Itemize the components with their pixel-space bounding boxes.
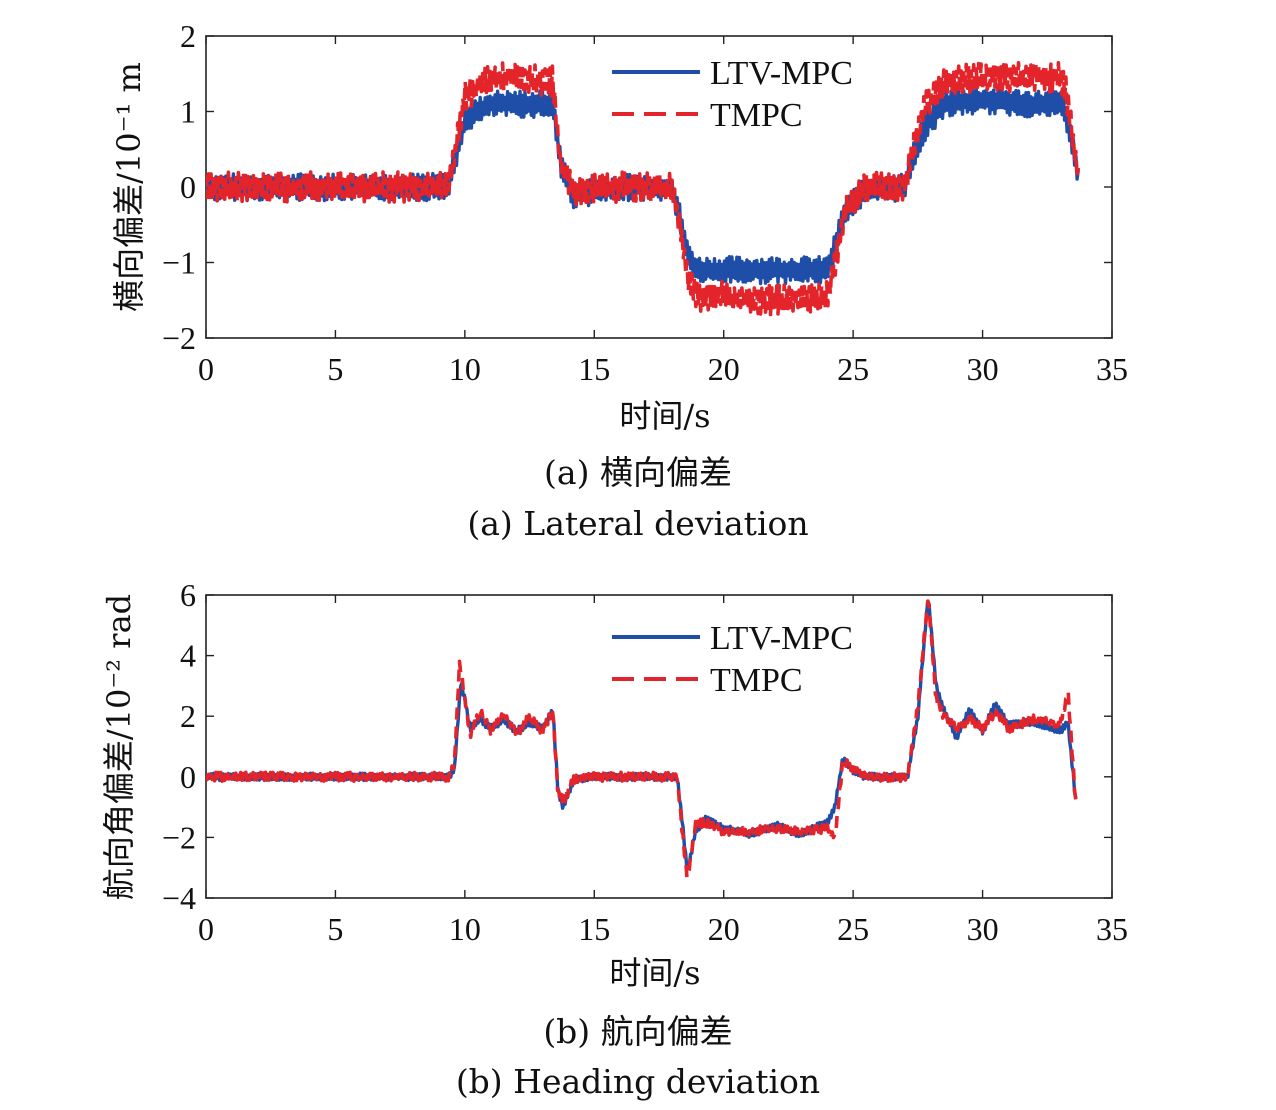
series-group <box>206 599 1078 880</box>
x-tick-label: 15 <box>578 911 610 947</box>
caption-english: (a) Lateral deviation <box>467 504 808 543</box>
x-tick-label: 5 <box>327 351 343 387</box>
plot-frame <box>205 594 1113 899</box>
x-axis-ticks: 0 5 10 15 20 25 30 35 <box>198 595 1128 947</box>
y-tick-label: −2 <box>162 320 196 356</box>
y-axis-ticks: −4 −2 0 2 4 6 <box>162 577 1112 916</box>
x-tick-label: 15 <box>578 351 610 387</box>
caption-chinese: (a) 横向偏差 <box>544 453 732 492</box>
x-tick-label: 0 <box>198 911 214 947</box>
y-tick-label: 6 <box>180 577 196 613</box>
legend-label: LTV-MPC <box>710 620 853 657</box>
x-axis-label: 时间/s <box>619 397 710 435</box>
series-line-tmpc <box>206 599 1078 880</box>
legend-label: TMPC <box>710 97 803 134</box>
y-tick-label: −2 <box>162 819 196 855</box>
x-tick-label: 20 <box>708 911 740 947</box>
series-group <box>206 60 1081 317</box>
x-tick-label: 10 <box>449 911 481 947</box>
y-tick-label: 0 <box>180 759 196 795</box>
x-tick-label: 20 <box>708 351 740 387</box>
series-line-ltv-mpc <box>206 599 1078 872</box>
caption-chinese: (b) 航向偏差 <box>543 1012 732 1051</box>
heading-deviation-panel: 0 5 10 15 20 25 30 35 −4 −2 0 2 4 6 LTV-MPC TMPC 时间/s… <box>100 577 1128 1101</box>
y-axis-ticks: −2 −1 0 1 2 <box>162 18 1112 356</box>
y-tick-label: 2 <box>180 698 196 734</box>
y-tick-label: 2 <box>180 18 196 54</box>
x-tick-label: 35 <box>1096 351 1128 387</box>
y-axis-label: 航向角偏差/10⁻² rad <box>100 594 138 900</box>
x-tick-label: 25 <box>837 911 869 947</box>
legend-label: TMPC <box>710 662 803 699</box>
x-tick-label: 10 <box>449 351 481 387</box>
x-tick-label: 30 <box>967 911 999 947</box>
x-axis-ticks: 0 5 10 15 20 25 30 35 <box>198 36 1128 387</box>
series-line-tmpc <box>206 60 1081 317</box>
y-tick-label: −4 <box>162 880 196 916</box>
y-tick-label: 4 <box>180 638 196 674</box>
x-tick-label: 5 <box>327 911 343 947</box>
legend: LTV-MPC TMPC <box>612 55 853 134</box>
legend-label: LTV-MPC <box>710 55 853 92</box>
x-tick-label: 25 <box>837 351 869 387</box>
caption-english: (b) Heading deviation <box>456 1062 820 1101</box>
x-tick-label: 30 <box>967 351 999 387</box>
x-tick-label: 35 <box>1096 911 1128 947</box>
x-tick-label: 0 <box>198 351 214 387</box>
y-tick-label: 0 <box>180 169 196 205</box>
y-axis-label: 横向偏差/10⁻¹ m <box>110 62 148 312</box>
legend: LTV-MPC TMPC <box>612 620 853 699</box>
y-tick-label: 1 <box>180 94 196 130</box>
y-tick-label: −1 <box>162 245 196 281</box>
x-axis-label: 时间/s <box>609 954 700 992</box>
